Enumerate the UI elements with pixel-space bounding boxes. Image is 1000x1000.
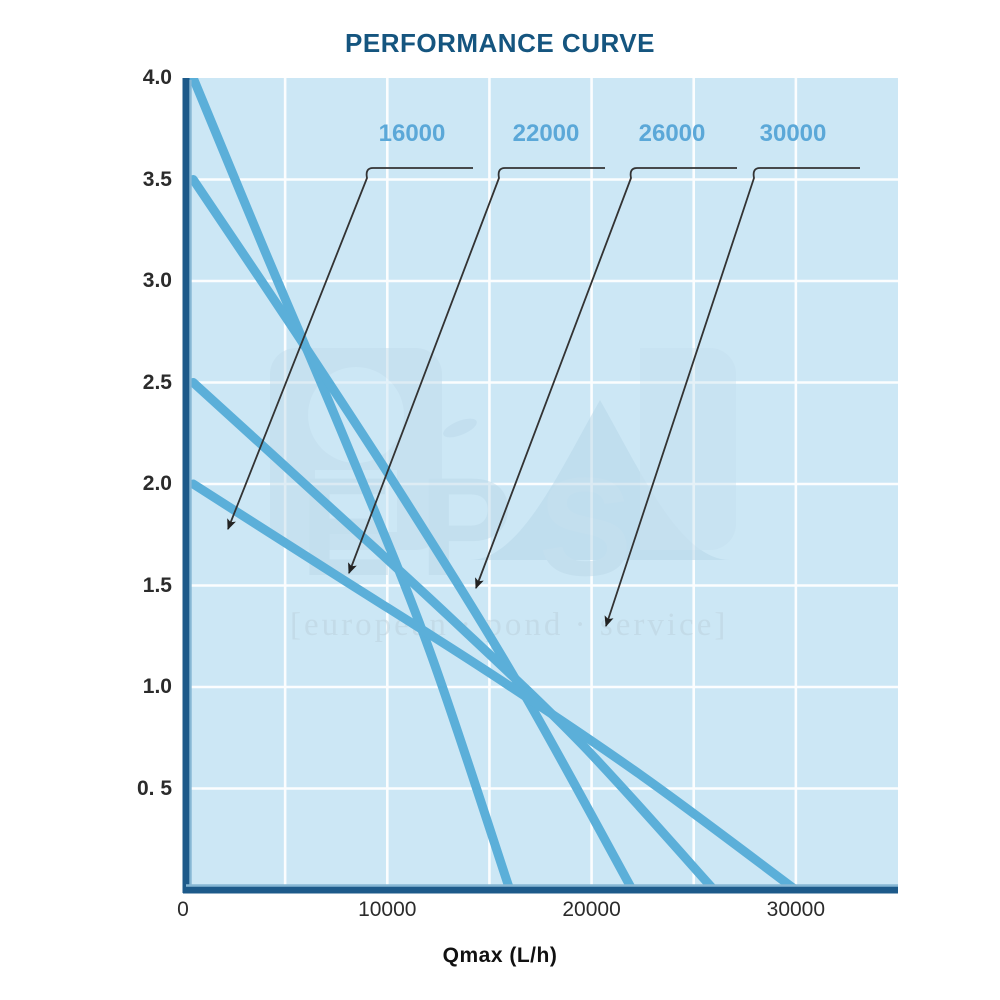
y-tick-label: 1.0 (142, 675, 172, 698)
curve-labels: 16000 22000 26000 30000 (379, 120, 827, 147)
y-tick-label: 0. 5 (136, 776, 172, 800)
x-axis-title: Qmax (L/h) (442, 944, 558, 967)
curve-label-30000: 30000 (760, 120, 827, 147)
y-axis-tick-labels: 4.0 3.5 3.0 2.5 2.0 1.5 1.0 0. 5 (100, 0, 172, 1000)
y-tick-label: 4.0 (142, 66, 172, 89)
y-tick-label: 3.0 (142, 269, 172, 292)
curve-label-22000: 22000 (513, 120, 580, 147)
page-title: PERFORMANCE CURVE (345, 28, 655, 58)
curve-22000 (188, 175, 637, 890)
y-tick-label: 3.5 (142, 167, 172, 191)
watermark-tagline: [european · pond · service] (290, 607, 728, 643)
x-tick-label: 10000 (358, 898, 417, 921)
curve-30000 (188, 479, 801, 890)
x-tick-label: 20000 (562, 898, 621, 921)
curve-label-26000: 26000 (639, 120, 706, 147)
y-tick-label: 1.5 (142, 573, 172, 597)
watermark: EPS [european · pond · service] (270, 348, 736, 643)
leader-26000 (475, 167, 737, 590)
curve-26000 (188, 378, 719, 890)
performance-curves (188, 78, 801, 890)
leader-30000 (604, 167, 860, 628)
axis-lines (182, 78, 898, 894)
curve-label-16000: 16000 (379, 120, 446, 147)
y-tick-label: 2.0 (142, 472, 172, 495)
annotation-leaders (227, 167, 860, 628)
leader-22000 (348, 167, 605, 575)
x-tick-label: 0 (177, 898, 189, 921)
x-tick-label: 30000 (766, 898, 826, 921)
curve-16000 (188, 78, 515, 890)
leader-16000 (227, 167, 473, 531)
y-tick-label: 2.5 (142, 370, 172, 394)
